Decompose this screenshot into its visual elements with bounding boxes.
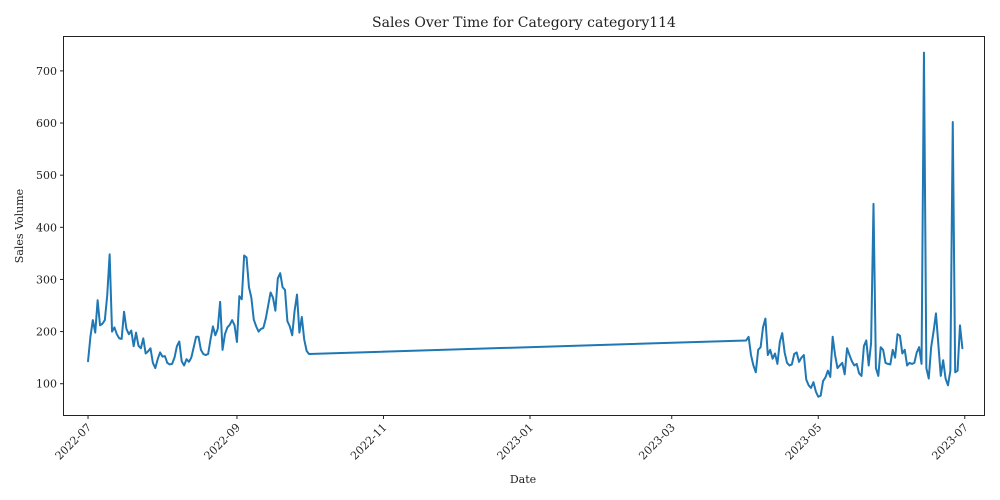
y-tick-label: 500 — [36, 169, 57, 182]
y-tick-label: 400 — [36, 221, 57, 234]
y-tick-label: 300 — [36, 273, 57, 286]
y-tick-label: 600 — [36, 117, 57, 130]
plot-frame — [63, 36, 985, 416]
y-axis: 100 200 300 400 500 600 700 — [36, 65, 64, 391]
y-tick-label: 200 — [36, 326, 57, 339]
x-axis-label: Date — [510, 473, 536, 486]
y-tick-label: 100 — [36, 378, 57, 391]
chart-title: Sales Over Time for Category category114 — [372, 15, 676, 31]
y-axis-label: Sales Volume — [13, 189, 26, 263]
series-line — [87, 51, 964, 398]
plot-area — [87, 51, 964, 398]
y-tick-label: 700 — [36, 65, 57, 78]
